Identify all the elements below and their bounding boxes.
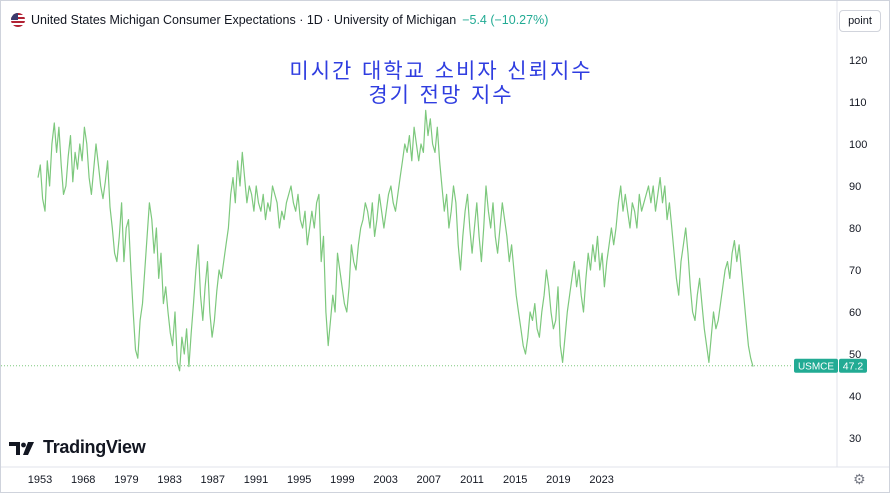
tradingview-logo-icon (9, 441, 34, 455)
price-tag-value-bg (839, 358, 867, 373)
x-tick-label: 2011 (460, 474, 484, 486)
x-tick-label: 2023 (589, 474, 613, 486)
x-tick-label: 1983 (157, 474, 181, 486)
tradingview-logo-text: TradingView (43, 437, 146, 457)
y-tick-label: 70 (849, 265, 861, 277)
x-tick-label: 1968 (71, 474, 95, 486)
change-value: −5.4 (−10.27%) (462, 13, 549, 27)
y-tick-label: 50 (849, 349, 861, 361)
y-tick-label: 100 (849, 139, 867, 151)
x-tick-label: 1979 (114, 474, 138, 486)
price-tag-symbol-bg (794, 358, 838, 373)
x-tick-label: 2019 (546, 474, 570, 486)
x-tick-label: 1995 (287, 474, 311, 486)
chart-header: United States Michigan Consumer Expectat… (11, 11, 548, 29)
y-tick-label: 120 (849, 55, 867, 67)
overlay-title-line-2: 경기 전망 지수 (368, 83, 514, 107)
x-tick-label: 2015 (503, 474, 527, 486)
overlay-title: 미시간 대학교 소비자 신뢰지수 경기 전망 지수 (251, 59, 631, 107)
symbol-title[interactable]: United States Michigan Consumer Expectat… (31, 13, 457, 27)
us-flag-icon (11, 13, 25, 27)
scale-mode-button[interactable]: point (839, 10, 881, 32)
price-tag-value: 47.2 (843, 360, 864, 372)
price-tag-symbol: USMCE (798, 361, 834, 372)
tradingview-logo[interactable]: TradingView (9, 437, 146, 458)
y-tick-label: 40 (849, 391, 861, 403)
price-tag: USMCE 47.2 (794, 358, 867, 373)
y-tick-label: 30 (849, 433, 861, 445)
x-tick-label: 1991 (244, 474, 268, 486)
x-tick-label: 2007 (417, 474, 441, 486)
y-tick-label: 90 (849, 181, 861, 193)
y-tick-label: 80 (849, 223, 861, 235)
y-tick-label: 60 (849, 307, 861, 319)
gear-icon[interactable]: ⚙ (853, 471, 866, 487)
series-line-usmce (37, 109, 754, 372)
x-tick-label: 1999 (330, 474, 354, 486)
x-tick-label: 1953 (28, 474, 52, 486)
overlay-title-line-1: 미시간 대학교 소비자 신뢰지수 (289, 59, 593, 83)
x-tick-label: 1987 (201, 474, 225, 486)
y-tick-label: 110 (849, 97, 867, 109)
x-tick-label: 2003 (373, 474, 397, 486)
